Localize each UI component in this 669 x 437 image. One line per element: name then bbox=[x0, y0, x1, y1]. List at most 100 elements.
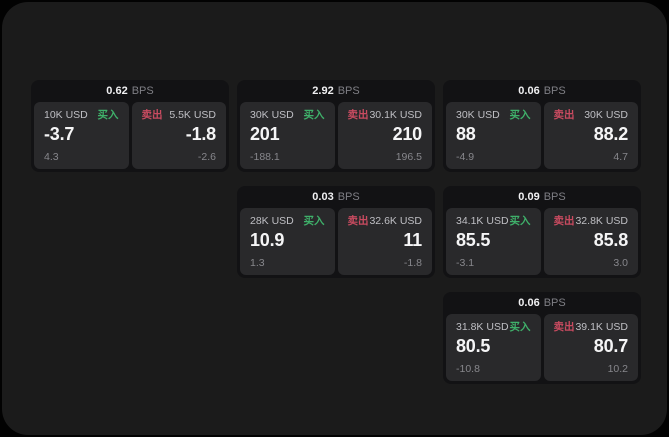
buy-delta: -188.1 bbox=[250, 150, 280, 163]
quote-card-6: 0.06 BPS 31.8K USD 买入 80.5 -10.8 卖出 39.1… bbox=[443, 292, 641, 384]
buy-quote-pane[interactable]: 31.8K USD 买入 80.5 -10.8 bbox=[446, 314, 541, 381]
bps-header: 0.09 BPS bbox=[446, 186, 638, 208]
bps-unit-label: BPS bbox=[543, 191, 566, 203]
buy-pane-top: 10K USD 买入 bbox=[44, 110, 119, 121]
quote-card-body: 30K USD 买入 201 -188.1 卖出 30.1K USD 210 1… bbox=[240, 102, 432, 169]
bps-unit-label: BPS bbox=[543, 85, 566, 97]
buy-amount: 30K USD bbox=[456, 109, 500, 121]
buy-amount: 31.8K USD bbox=[456, 321, 509, 333]
buy-amount: 28K USD bbox=[250, 215, 294, 227]
bps-value: 0.03 bbox=[312, 191, 334, 203]
buy-quote-pane[interactable]: 10K USD 买入 -3.7 4.3 bbox=[34, 102, 129, 169]
bps-value: 0.62 bbox=[106, 85, 128, 97]
buy-delta: 1.3 bbox=[250, 256, 265, 269]
sell-side-label: 卖出 bbox=[553, 215, 575, 227]
quote-card-1: 0.62 BPS 10K USD 买入 -3.7 4.3 卖出 5.5K USD… bbox=[31, 80, 229, 172]
buy-price: 85.5 bbox=[456, 229, 491, 250]
buy-side-label: 买入 bbox=[509, 109, 531, 121]
bps-header: 0.62 BPS bbox=[34, 80, 226, 102]
bps-unit-label: BPS bbox=[337, 191, 360, 203]
quote-card-body: 30K USD 买入 88 -4.9 卖出 30K USD 88.2 4.7 bbox=[446, 102, 638, 169]
sell-pane-top: 卖出 5.5K USD bbox=[142, 110, 217, 121]
sell-quote-pane[interactable]: 卖出 30K USD 88.2 4.7 bbox=[543, 102, 638, 169]
sell-amount: 5.5K USD bbox=[169, 109, 216, 121]
buy-quote-pane[interactable]: 30K USD 买入 88 -4.9 bbox=[446, 102, 541, 169]
buy-delta: -4.9 bbox=[456, 150, 475, 163]
bps-value: 0.06 bbox=[518, 297, 540, 309]
buy-side-label: 买入 bbox=[303, 215, 325, 227]
buy-delta: -3.1 bbox=[456, 256, 475, 269]
sell-pane-top: 卖出 32.8K USD bbox=[554, 216, 629, 227]
buy-price: 10.9 bbox=[250, 229, 285, 250]
buy-pane-top: 30K USD 买入 bbox=[456, 110, 531, 121]
sell-quote-pane[interactable]: 卖出 32.6K USD 11 -1.8 bbox=[337, 208, 432, 275]
sell-quote-pane[interactable]: 卖出 39.1K USD 80.7 10.2 bbox=[543, 314, 638, 381]
sell-price: 80.7 bbox=[593, 335, 628, 356]
bps-unit-label: BPS bbox=[337, 85, 360, 97]
buy-price: 88 bbox=[456, 123, 476, 144]
buy-amount: 34.1K USD bbox=[456, 215, 509, 227]
buy-quote-pane[interactable]: 34.1K USD 买入 85.5 -3.1 bbox=[446, 208, 541, 275]
sell-amount: 32.8K USD bbox=[575, 215, 628, 227]
sell-pane-top: 卖出 30K USD bbox=[554, 110, 629, 121]
sell-delta: -1.8 bbox=[403, 256, 422, 269]
buy-delta: -10.8 bbox=[456, 362, 480, 375]
buy-price: 201 bbox=[250, 123, 280, 144]
quote-card-3: 0.06 BPS 30K USD 买入 88 -4.9 卖出 30K USD 8… bbox=[443, 80, 641, 172]
buy-side-label: 买入 bbox=[509, 215, 531, 227]
bps-unit-label: BPS bbox=[131, 85, 154, 97]
sell-quote-pane[interactable]: 卖出 30.1K USD 210 196.5 bbox=[337, 102, 432, 169]
sell-delta: 196.5 bbox=[395, 150, 422, 163]
sell-delta: 3.0 bbox=[613, 256, 628, 269]
sell-price: 85.8 bbox=[593, 229, 628, 250]
buy-side-label: 买入 bbox=[97, 109, 119, 121]
buy-quote-pane[interactable]: 28K USD 买入 10.9 1.3 bbox=[240, 208, 335, 275]
bps-value: 0.09 bbox=[518, 191, 540, 203]
quote-cards-grid: 0.62 BPS 10K USD 买入 -3.7 4.3 卖出 5.5K USD… bbox=[31, 80, 641, 384]
sell-side-label: 卖出 bbox=[553, 321, 575, 333]
sell-price: -1.8 bbox=[185, 123, 216, 144]
bps-header: 2.92 BPS bbox=[240, 80, 432, 102]
sell-side-label: 卖出 bbox=[553, 109, 575, 121]
sell-pane-top: 卖出 30.1K USD bbox=[348, 110, 423, 121]
sell-quote-pane[interactable]: 卖出 32.8K USD 85.8 3.0 bbox=[543, 208, 638, 275]
bps-value: 0.06 bbox=[518, 85, 540, 97]
sell-delta: 10.2 bbox=[607, 362, 628, 375]
sell-side-label: 卖出 bbox=[347, 109, 369, 121]
sell-pane-top: 卖出 32.6K USD bbox=[348, 216, 423, 227]
quote-card-5: 0.09 BPS 34.1K USD 买入 85.5 -3.1 卖出 32.8K… bbox=[443, 186, 641, 278]
sell-side-label: 卖出 bbox=[347, 215, 369, 227]
sell-price: 210 bbox=[392, 123, 423, 144]
bps-value: 2.92 bbox=[312, 85, 334, 97]
buy-price: -3.7 bbox=[44, 123, 75, 144]
sell-price: 88.2 bbox=[593, 123, 628, 144]
sell-pane-top: 卖出 39.1K USD bbox=[554, 322, 629, 333]
buy-price: 80.5 bbox=[456, 335, 491, 356]
buy-pane-top: 28K USD 买入 bbox=[250, 216, 325, 227]
buy-amount: 10K USD bbox=[44, 109, 88, 121]
sell-amount: 32.6K USD bbox=[369, 215, 422, 227]
quote-card-body: 31.8K USD 买入 80.5 -10.8 卖出 39.1K USD 80.… bbox=[446, 314, 638, 381]
quote-card-body: 28K USD 买入 10.9 1.3 卖出 32.6K USD 11 -1.8 bbox=[240, 208, 432, 275]
sell-price: 11 bbox=[403, 229, 422, 250]
bps-header: 0.06 BPS bbox=[446, 292, 638, 314]
quote-card-body: 10K USD 买入 -3.7 4.3 卖出 5.5K USD -1.8 -2.… bbox=[34, 102, 226, 169]
buy-pane-top: 31.8K USD 买入 bbox=[456, 322, 531, 333]
buy-pane-top: 30K USD 买入 bbox=[250, 110, 325, 121]
quote-card-body: 34.1K USD 买入 85.5 -3.1 卖出 32.8K USD 85.8… bbox=[446, 208, 638, 275]
quote-card-4: 0.03 BPS 28K USD 买入 10.9 1.3 卖出 32.6K US… bbox=[237, 186, 435, 278]
buy-pane-top: 34.1K USD 买入 bbox=[456, 216, 531, 227]
bps-header: 0.06 BPS bbox=[446, 80, 638, 102]
bps-header: 0.03 BPS bbox=[240, 186, 432, 208]
bps-unit-label: BPS bbox=[543, 297, 566, 309]
sell-delta: 4.7 bbox=[613, 150, 628, 163]
sell-amount: 39.1K USD bbox=[575, 321, 628, 333]
sell-delta: -2.6 bbox=[197, 150, 216, 163]
buy-quote-pane[interactable]: 30K USD 买入 201 -188.1 bbox=[240, 102, 335, 169]
sell-amount: 30.1K USD bbox=[369, 109, 422, 121]
quote-card-2: 2.92 BPS 30K USD 买入 201 -188.1 卖出 30.1K … bbox=[237, 80, 435, 172]
sell-side-label: 卖出 bbox=[141, 109, 163, 121]
sell-quote-pane[interactable]: 卖出 5.5K USD -1.8 -2.6 bbox=[131, 102, 226, 169]
buy-amount: 30K USD bbox=[250, 109, 294, 121]
buy-side-label: 买入 bbox=[509, 321, 531, 333]
